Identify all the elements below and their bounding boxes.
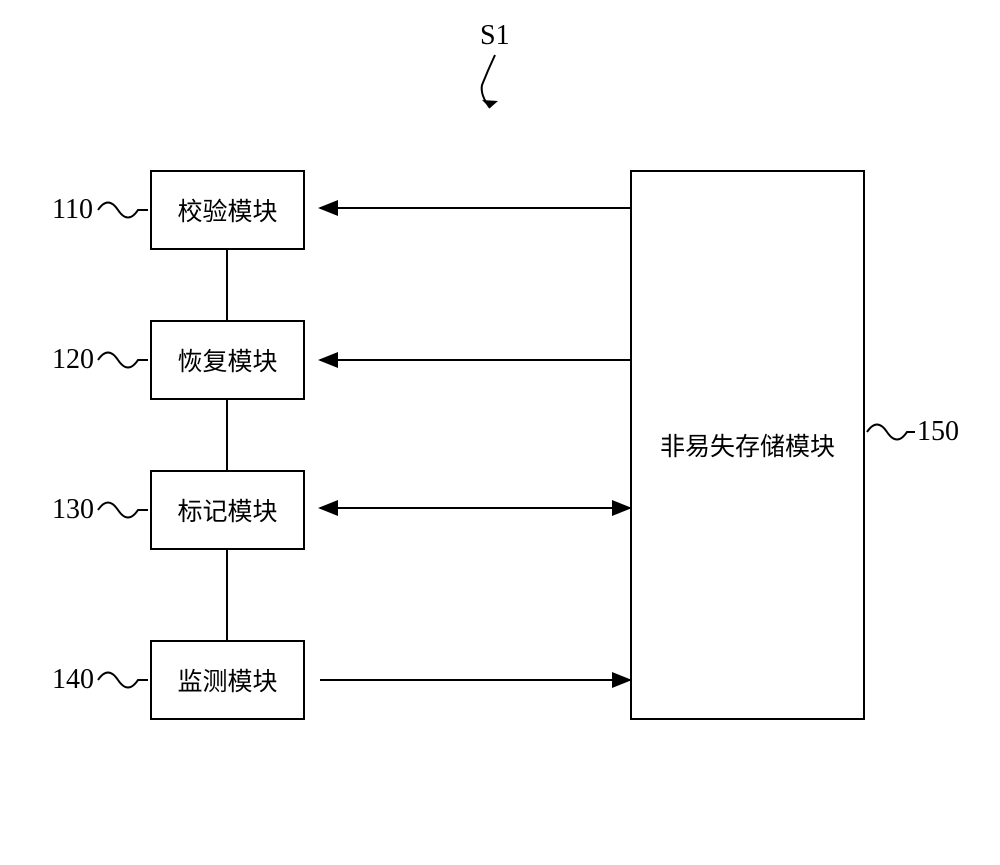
storage-module-box: 非易失存储模块: [630, 170, 865, 720]
restore-module-label: 恢复模块: [177, 342, 277, 378]
monitor-module-label: 监测模块: [177, 662, 277, 698]
title-label: S1: [480, 20, 510, 52]
ref-140: 140: [52, 664, 94, 696]
ref-110: 110: [52, 194, 93, 226]
monitor-module-box: 监测模块: [150, 640, 305, 720]
mark-module-label: 标记模块: [177, 492, 277, 528]
mark-module-box: 标记模块: [150, 470, 305, 550]
ref-120: 120: [52, 344, 94, 376]
verify-module-box: 校验模块: [150, 170, 305, 250]
title-arrow-path: [482, 55, 495, 108]
squiggle-130: [98, 503, 148, 518]
storage-module-label: 非易失存储模块: [660, 427, 835, 463]
ref-150: 150: [917, 416, 959, 448]
squiggle-140: [98, 673, 148, 688]
squiggle-150: [867, 425, 915, 440]
ref-130: 130: [52, 494, 94, 526]
squiggle-110: [98, 203, 148, 218]
verify-module-label: 校验模块: [177, 192, 277, 228]
title-arrow-head: [482, 100, 498, 108]
restore-module-box: 恢复模块: [150, 320, 305, 400]
squiggle-120: [98, 353, 148, 368]
